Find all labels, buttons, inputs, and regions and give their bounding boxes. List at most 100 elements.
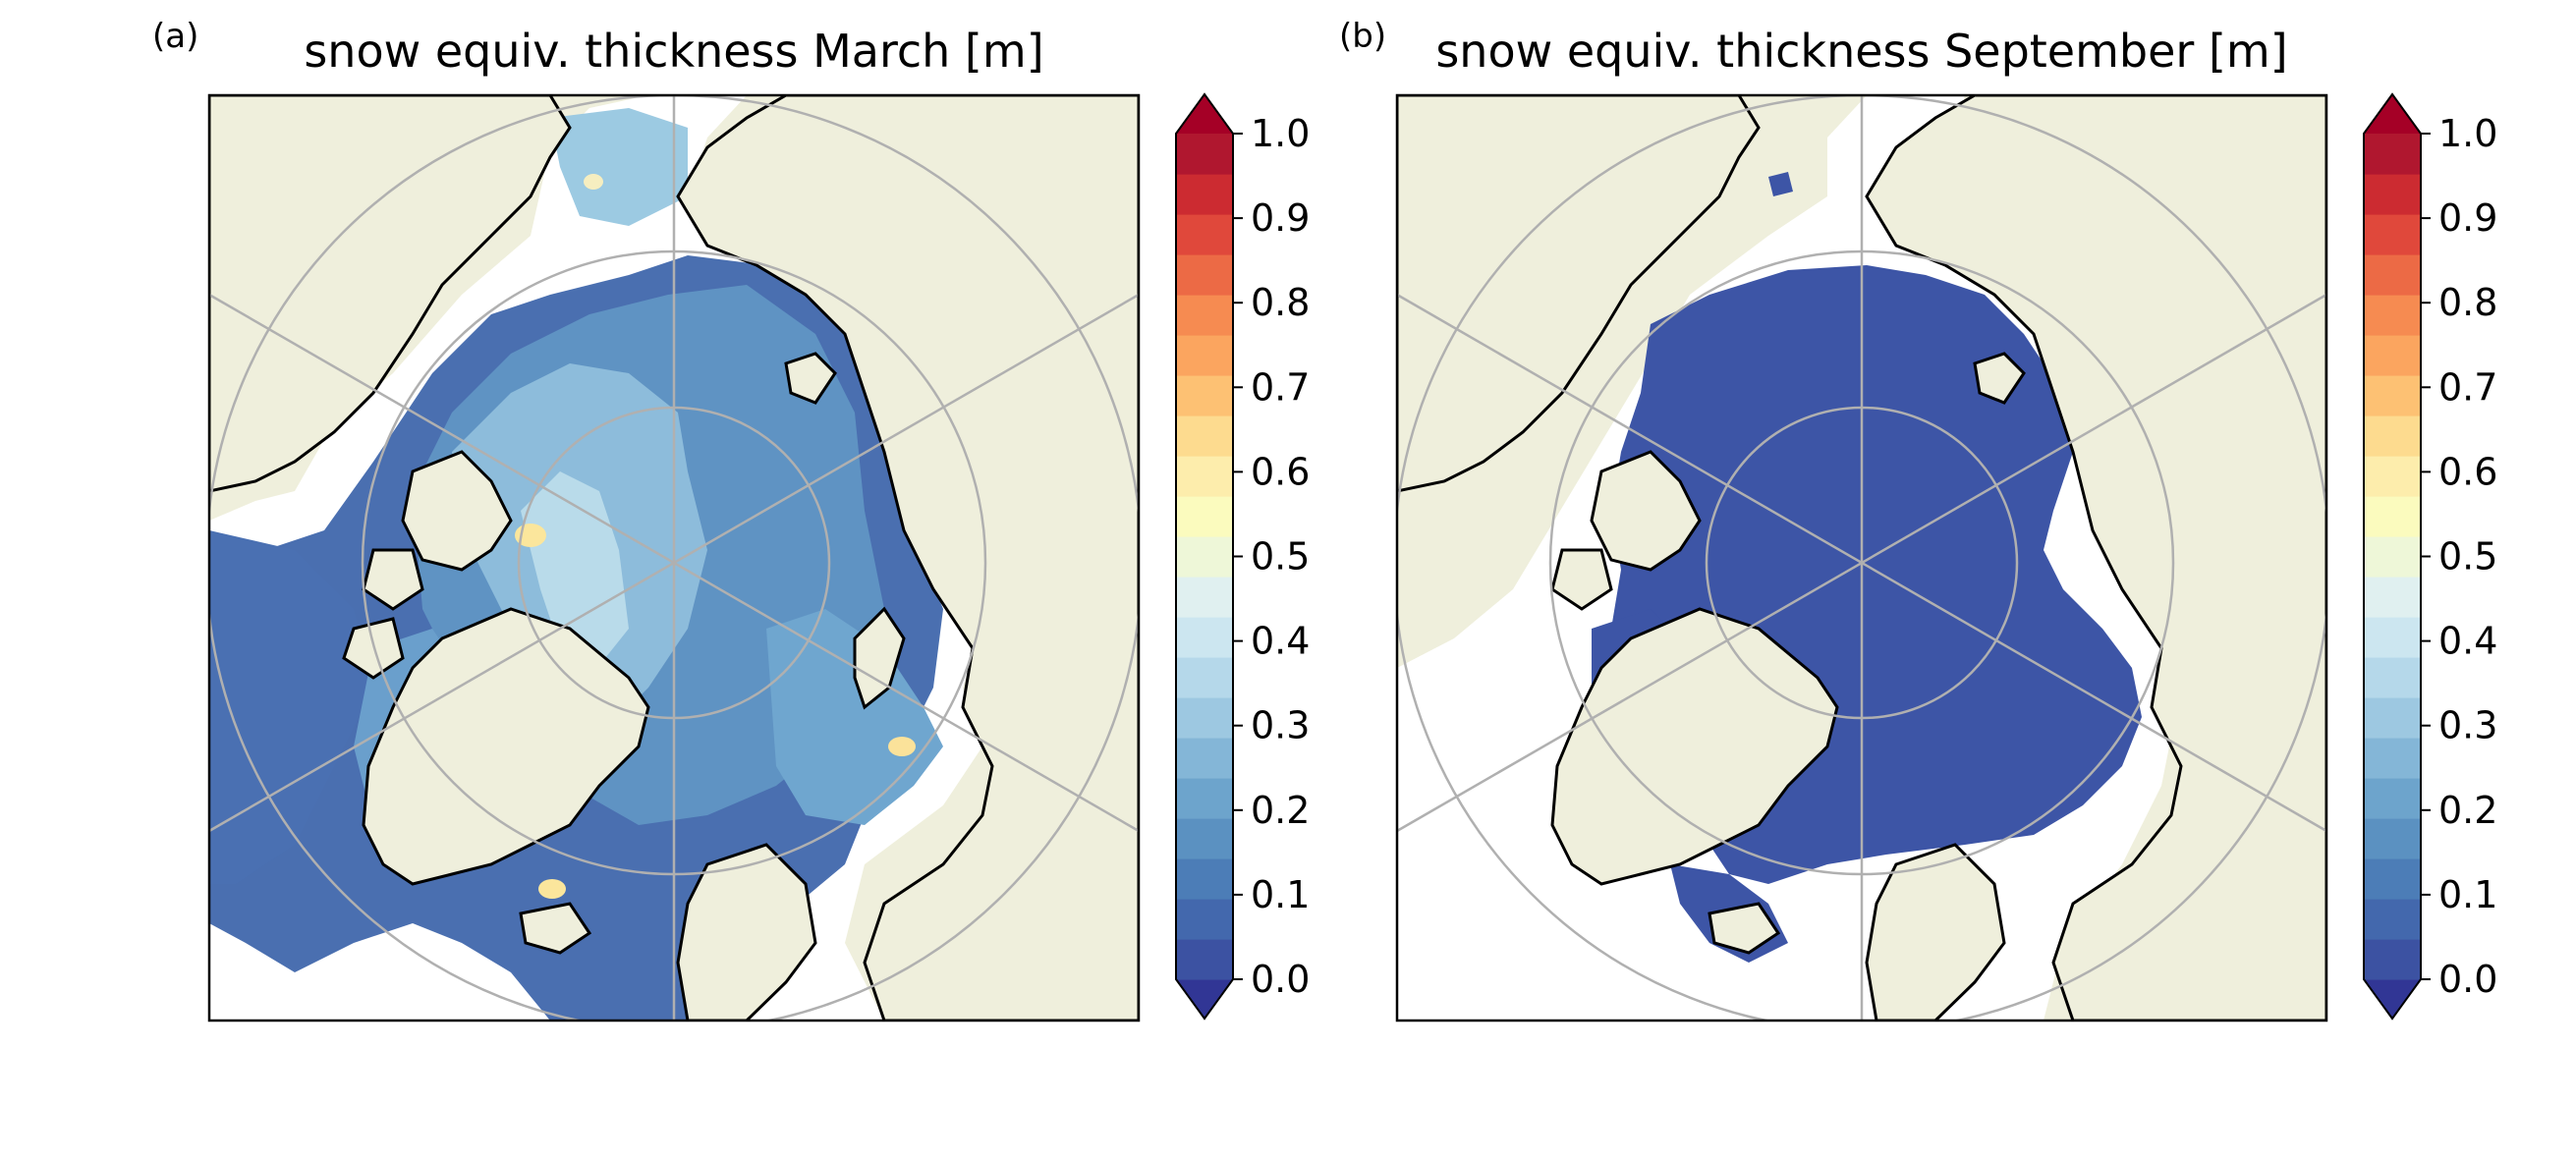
colorbar-b: 0.0 0.1 0.2 0.3 0.4 0.5 0.6 0.7 0.8 0.9 1.0: [2363, 92, 2497, 1021]
colorbar-a-segment: [1176, 818, 1233, 859]
colorbar-b-segment: [2364, 939, 2421, 980]
map-b: [1397, 95, 2326, 1021]
map-b-archipelago: [1550, 548, 1613, 611]
colorbar-a-segment: [1176, 254, 1233, 296]
colorbar-b-segment: [2364, 778, 2421, 819]
panel-a-letter: (a): [152, 17, 198, 56]
colorbar-a-segment: [1176, 899, 1233, 940]
map-a-archipelago: [362, 548, 424, 611]
colorbar-b-segment: [2364, 174, 2421, 215]
map-a-graticule: [209, 95, 1139, 1021]
colorbar-b-tick-label: 0.0: [2438, 958, 2497, 1001]
colorbar-b-segment: [2364, 536, 2421, 578]
colorbar-a: 0.0 0.1 0.2 0.3 0.4 0.5 0.6 0.7 0.8 0.9 1.0: [1175, 92, 1310, 1021]
colorbar-a-tick-label: 0.1: [1251, 873, 1310, 916]
colorbar-b-tick-label: 0.4: [2438, 620, 2497, 663]
colorbar-b-tick-label: 0.8: [2438, 281, 2497, 324]
colorbar-a-segment: [1176, 577, 1233, 618]
map-a-barents-ice: [766, 609, 943, 825]
colorbar-b-tick-label: 0.7: [2438, 365, 2497, 409]
map-a: [209, 95, 1139, 1021]
colorbar-a-under-triangle: [1176, 979, 1233, 1019]
map-a-chukchi-ice: [550, 108, 688, 226]
colorbar-b-tick-label: 0.1: [2438, 873, 2497, 916]
colorbar-b-tick-label: 0.6: [2438, 450, 2497, 493]
map-a-north-america: [209, 95, 572, 493]
map-a-warm-spot: [584, 174, 603, 190]
panel-a-title: snow equiv. thickness March [m]: [304, 25, 1043, 78]
colorbar-b-tick-label: 0.3: [2438, 704, 2497, 747]
colorbar-b-segment: [2364, 577, 2421, 618]
colorbar-b-segment: [2364, 697, 2421, 739]
colorbar-a-segment: [1176, 375, 1233, 416]
map-b-small-ice: [1768, 172, 1793, 196]
colorbar-b-tick-label: 0.2: [2438, 789, 2497, 832]
colorbar-b-segment: [2364, 818, 2421, 859]
map-a-warm-spot: [538, 879, 566, 899]
map-b-frame: [1395, 93, 2328, 1022]
map-a-greenland: [362, 607, 650, 886]
map-a-archipelago: [401, 450, 513, 572]
colorbar-a-tick-label: 0.2: [1251, 789, 1310, 832]
colorbar-b-segment: [2364, 295, 2421, 336]
colorbar-b-segment: [2364, 214, 2421, 255]
map-b-archipelago: [1590, 450, 1702, 572]
colorbar-b-segment: [2364, 899, 2421, 940]
colorbar-b-tick-label: 1.0: [2438, 112, 2497, 155]
colorbar-a-segment: [1176, 214, 1233, 255]
colorbar-a-segment: [1176, 335, 1233, 376]
map-b-greenland: [1550, 607, 1839, 886]
colorbar-a-segment: [1176, 657, 1233, 698]
map-b-svalbard: [1973, 352, 2026, 405]
colorbar-b-segment: [2364, 738, 2421, 779]
colorbar-a-segment: [1176, 738, 1233, 779]
colorbar-a-segment: [1176, 617, 1233, 658]
colorbar-a-tick-label: 0.9: [1251, 196, 1310, 240]
colorbar-a-tick-label: 0.5: [1251, 535, 1310, 579]
map-a-siberia: [676, 95, 1139, 1021]
map-a-iceland: [519, 902, 592, 955]
map-a-frame: [207, 93, 1141, 1022]
colorbar-b-under-triangle: [2364, 979, 2421, 1019]
colorbar-b-tick-label: 0.9: [2438, 196, 2497, 240]
colorbar-b-segment: [2364, 415, 2421, 457]
map-a-scandinavia: [676, 843, 817, 1021]
colorbar-a-tick-label: 0.3: [1251, 704, 1310, 747]
map-b-scandinavia: [1865, 843, 2006, 1021]
colorbar-b-segment: [2364, 335, 2421, 376]
panel-b-title: snow equiv. thickness September [m]: [1435, 25, 2287, 78]
colorbar-b-tick-label: 0.5: [2438, 535, 2497, 579]
panel-b: (b) snow equiv. thickness September [m]: [1339, 17, 2328, 1022]
colorbar-a-segment: [1176, 295, 1233, 336]
map-b-graticule: [1397, 95, 2326, 1021]
map-a-svalbard: [784, 352, 837, 405]
colorbar-b-segment: [2364, 858, 2421, 900]
map-b-siberia: [1865, 95, 2326, 1021]
colorbar-b-segment: [2364, 375, 2421, 416]
colorbar-a-segment: [1176, 778, 1233, 819]
map-a-warm-spot: [888, 737, 916, 756]
panel-a: (a) snow equiv. thickness March [m]: [152, 17, 1141, 1022]
colorbar-a-segment: [1176, 134, 1233, 175]
colorbar-a-segment: [1176, 496, 1233, 537]
colorbar-a-segment: [1176, 536, 1233, 578]
panel-b-letter: (b): [1339, 17, 1386, 56]
map-a-hudson-ice: [209, 530, 373, 884]
colorbar-a-tick-label: 0.8: [1251, 281, 1310, 324]
colorbar-a-tick-label: 0.6: [1251, 450, 1310, 493]
colorbar-a-segment: [1176, 858, 1233, 900]
colorbar-a-tick-label: 0.7: [1251, 365, 1310, 409]
colorbar-b-segment: [2364, 496, 2421, 537]
colorbar-a-segment: [1176, 174, 1233, 215]
colorbar-a-segment: [1176, 939, 1233, 980]
colorbar-a-segment: [1176, 415, 1233, 457]
colorbar-b-over-triangle: [2364, 94, 2421, 134]
colorbar-b-segment: [2364, 254, 2421, 296]
colorbar-b-segment: [2364, 617, 2421, 658]
colorbar-a-over-triangle: [1176, 94, 1233, 134]
colorbar-a-tick-label: 0.0: [1251, 958, 1310, 1001]
colorbar-b-segment: [2364, 456, 2421, 497]
colorbar-b-segment: [2364, 657, 2421, 698]
map-a-snow-field-pale: [521, 471, 629, 678]
